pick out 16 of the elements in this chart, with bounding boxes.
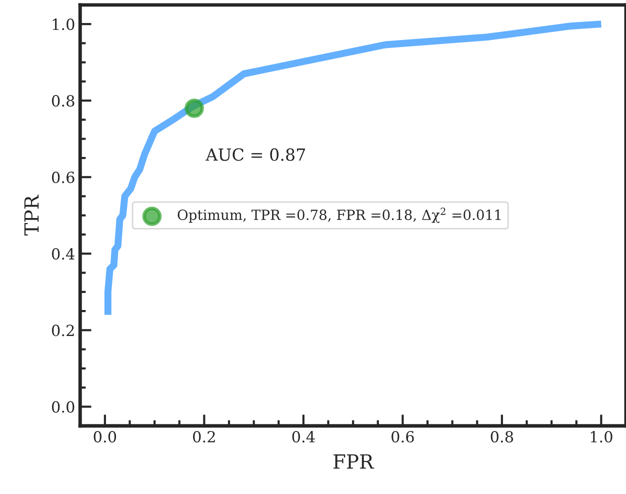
y-tick-label: 0.4 bbox=[52, 248, 74, 260]
x-tick-label: 0.2 bbox=[193, 430, 215, 443]
x-tick-label: 0.0 bbox=[94, 430, 116, 443]
x-tick-label: 1.0 bbox=[590, 430, 612, 443]
x-tick-label: 0.8 bbox=[490, 430, 514, 443]
y-tick-label: 1.0 bbox=[52, 18, 74, 30]
y-tick-label: 0.2 bbox=[52, 324, 74, 336]
x-tick-label: 0.6 bbox=[392, 430, 414, 443]
annotation: AUC = 0.87 bbox=[206, 148, 305, 161]
y-axis-title: TPR bbox=[24, 194, 39, 236]
y-tick-label: 0.8 bbox=[52, 95, 74, 107]
legend-label: Optimum, TPR =0.78, FPR =0.18, Δχ$^{2}$ =0.011 bbox=[178, 208, 500, 223]
x-axis-title: FPR bbox=[334, 454, 374, 469]
y-tick-label: 0.6 bbox=[52, 172, 74, 184]
x-tick-label: 0.4 bbox=[292, 430, 315, 443]
y-tick-label: 0.0 bbox=[52, 401, 74, 413]
